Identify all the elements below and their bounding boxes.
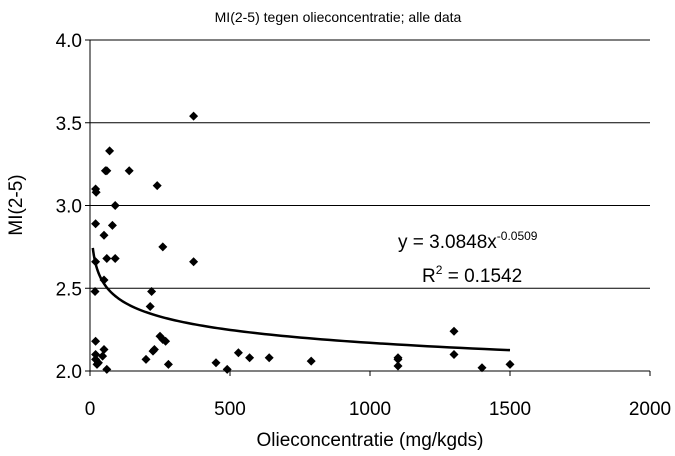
data-point — [93, 358, 103, 368]
x-tick-label: 0 — [85, 399, 96, 420]
data-point — [222, 364, 232, 374]
data-point — [264, 353, 274, 363]
data-point — [152, 181, 162, 191]
data-point — [124, 166, 134, 176]
data-point — [141, 354, 151, 364]
data-point — [99, 230, 109, 240]
data-point — [102, 364, 112, 374]
data-point — [161, 336, 171, 346]
data-point — [147, 287, 157, 297]
y-axis-ticks: 2.0 2.5 3.0 3.5 4.0 — [56, 31, 90, 383]
y-tick-label: 4.0 — [56, 31, 82, 52]
y-tick-label: 2.0 — [56, 362, 82, 383]
x-tick-label: 1000 — [349, 399, 391, 420]
data-point — [449, 349, 459, 359]
data-point — [211, 358, 221, 368]
data-point — [306, 356, 316, 366]
y-axis-label: MI(2-5) — [6, 174, 27, 235]
gridlines — [90, 39, 650, 289]
trendline-equation: y = 3.0848x-0.0509 — [398, 229, 538, 253]
data-point — [98, 351, 108, 361]
data-point — [149, 344, 159, 354]
x-tick-label: 1500 — [489, 399, 531, 420]
data-point — [99, 344, 109, 354]
data-point — [91, 336, 101, 346]
y-tick-label: 3.5 — [56, 114, 82, 135]
data-point — [505, 359, 515, 369]
r-squared-exponent: 2 — [436, 263, 443, 277]
data-point — [91, 187, 101, 197]
data-point — [449, 326, 459, 336]
data-point — [110, 201, 120, 210]
x-tick-label: 500 — [214, 399, 246, 420]
data-point — [105, 146, 115, 156]
data-point — [245, 353, 255, 363]
equation-exponent: -0.0509 — [497, 229, 538, 243]
chart-title: MI(2-5) tegen olieconcentratie; alle dat… — [215, 9, 462, 25]
x-axis-ticks: 0 500 1000 1500 2000 — [85, 371, 671, 420]
data-point — [102, 166, 112, 176]
data-point — [158, 242, 168, 252]
data-point — [233, 348, 243, 358]
x-axis-label: Olieconcentratie (mg/kgds) — [256, 430, 483, 451]
equation-base: y = 3.0848x — [398, 232, 497, 253]
data-point — [91, 219, 101, 229]
data-point — [91, 349, 101, 359]
data-point — [163, 359, 173, 369]
r-squared-base: R — [422, 266, 436, 287]
data-point — [189, 111, 199, 121]
trendline — [91, 247, 511, 352]
data-point — [90, 287, 100, 297]
data-point — [102, 253, 112, 263]
data-point — [393, 354, 403, 364]
data-point — [477, 363, 487, 373]
y-tick-label: 3.0 — [56, 197, 82, 218]
data-points — [90, 111, 515, 374]
data-point — [110, 253, 120, 263]
y-tick-label: 2.5 — [56, 279, 82, 300]
data-point — [189, 257, 199, 267]
x-tick-label: 2000 — [629, 399, 671, 420]
data-point — [393, 361, 403, 371]
r-squared: R2 = 0.1542 — [422, 263, 522, 287]
data-point — [107, 220, 117, 230]
r-squared-value: = 0.1542 — [442, 266, 522, 287]
data-point — [145, 301, 155, 311]
